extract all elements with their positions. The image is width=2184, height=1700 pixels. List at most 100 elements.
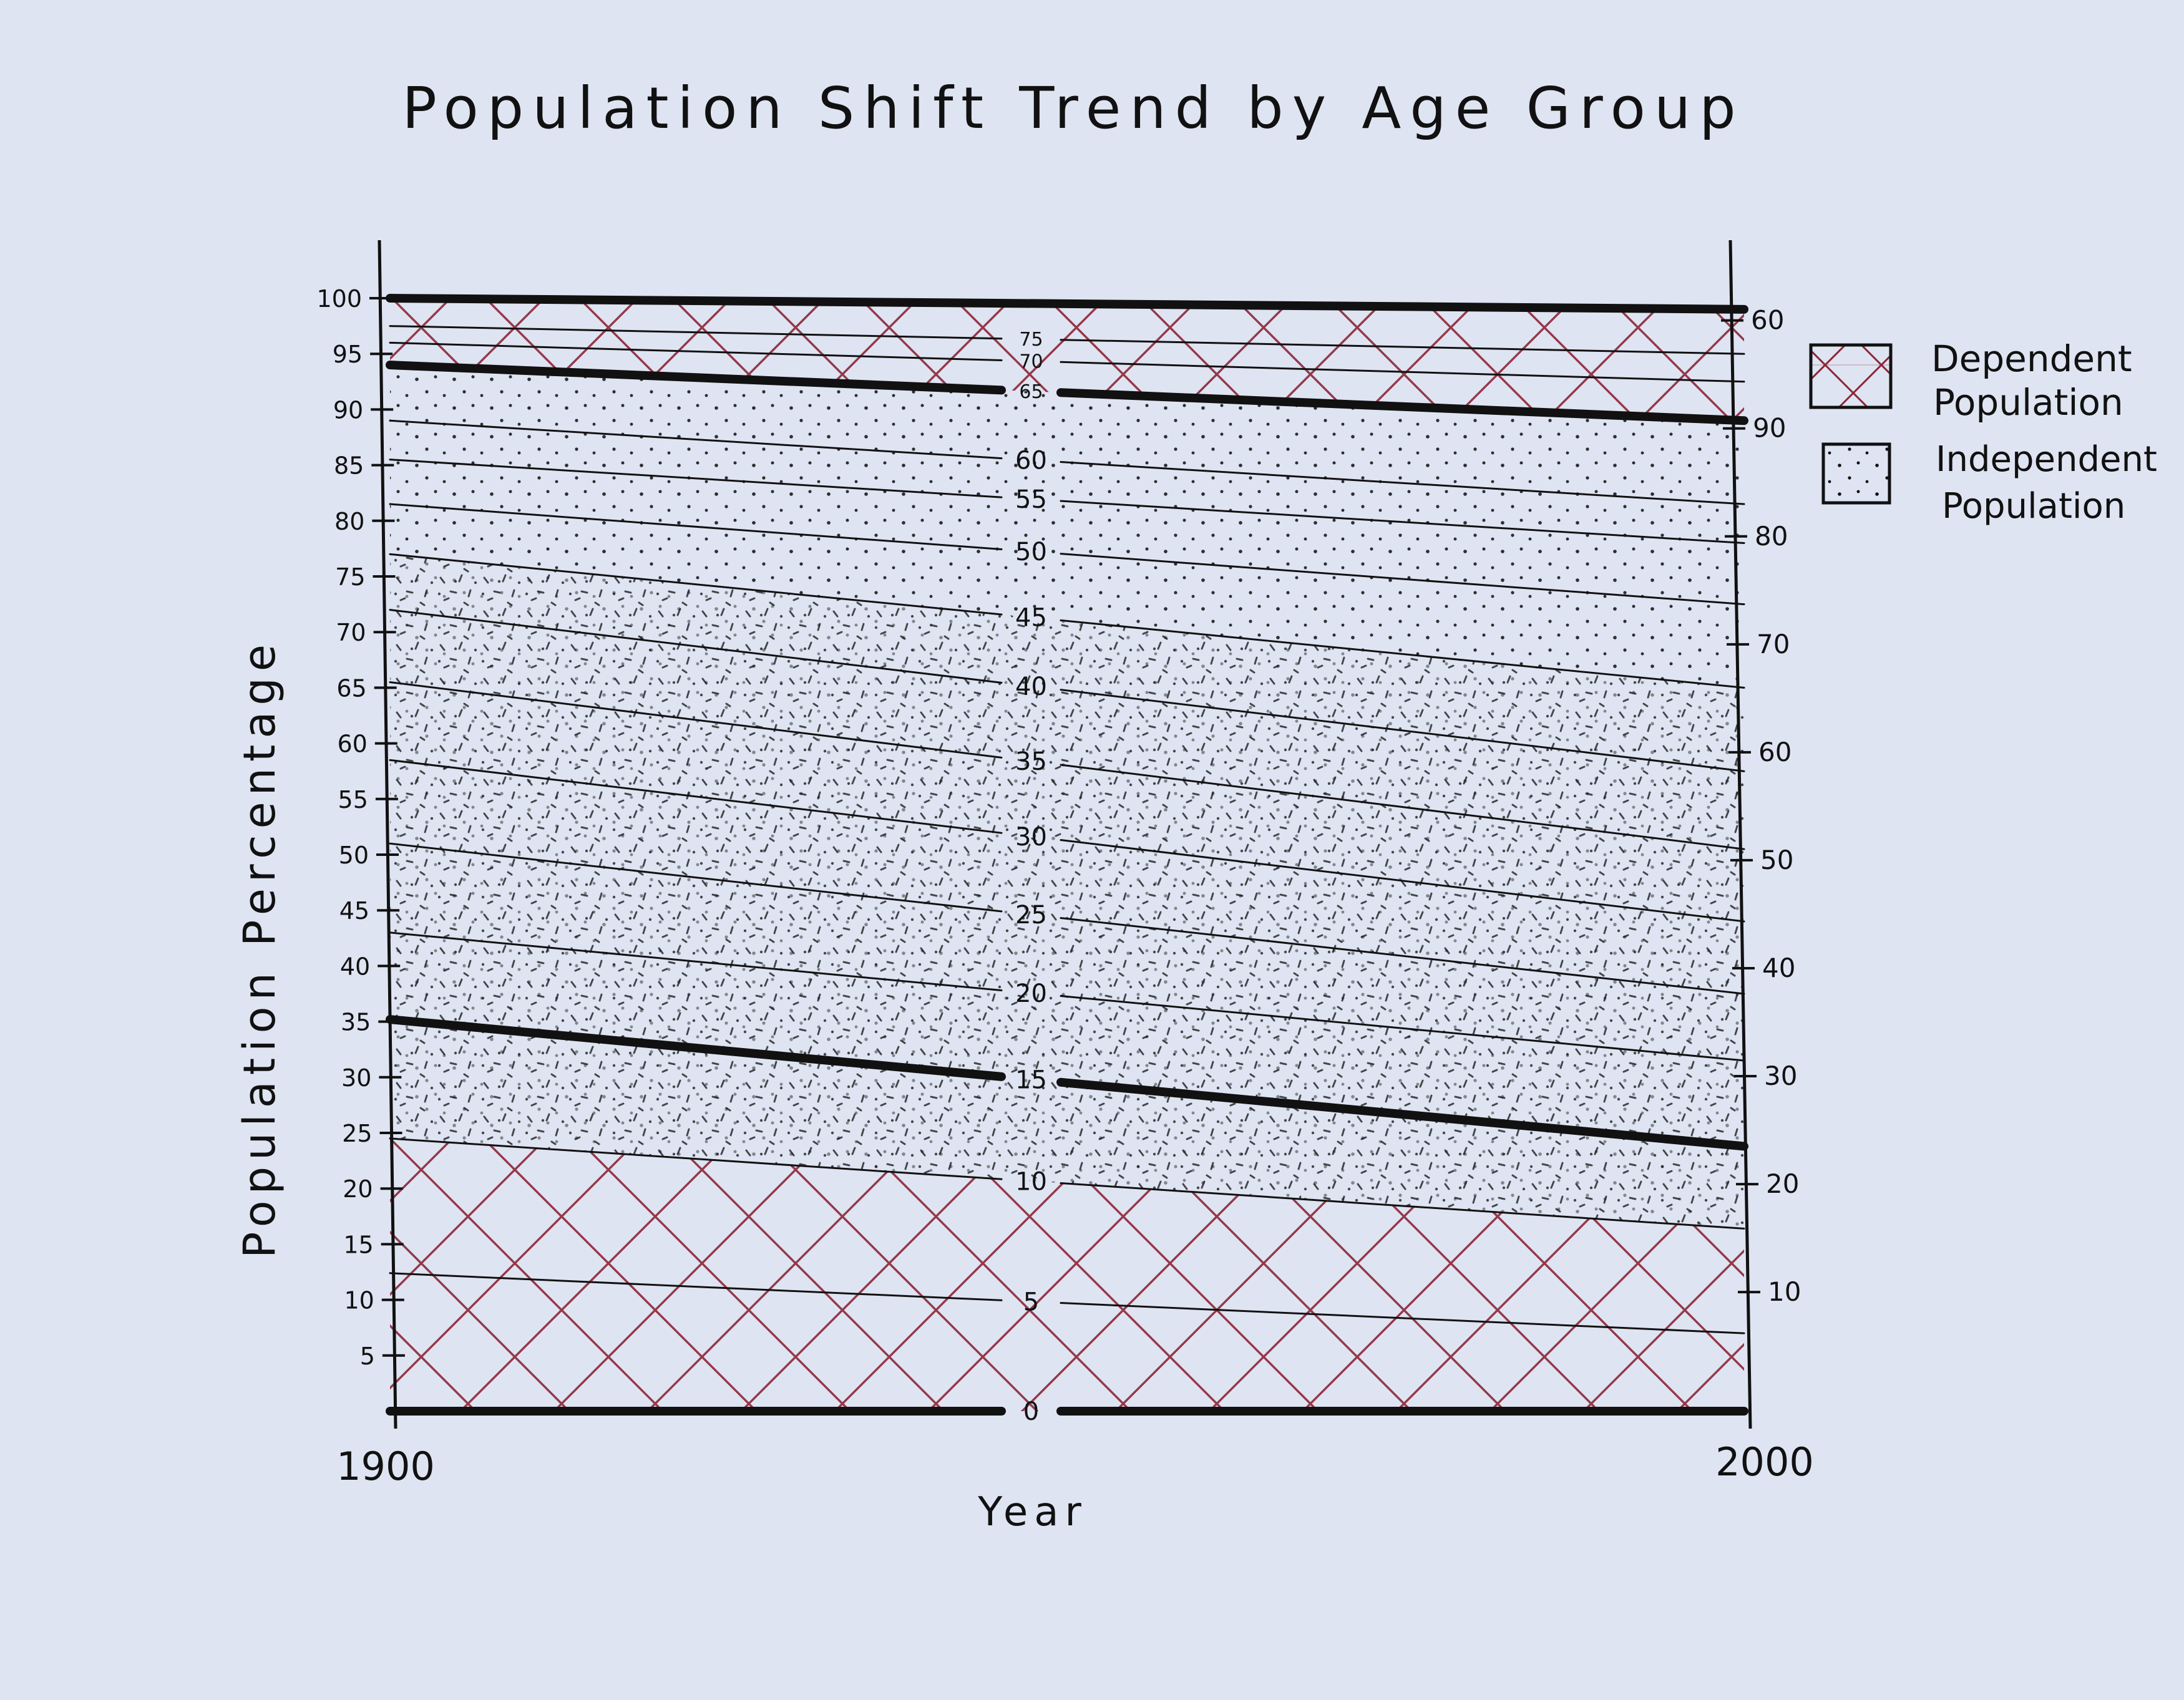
left-tick-label: 75 — [335, 563, 365, 591]
left-tick-label: 50 — [339, 842, 369, 869]
legend-swatch-crosshatch — [1809, 343, 1893, 409]
legend-label: Independent — [1936, 439, 2157, 480]
right-y-axis — [1728, 240, 1752, 1429]
legend-label: Dependent — [1931, 338, 2132, 380]
boundary-line — [389, 459, 1003, 498]
boundary-line — [389, 1137, 1003, 1180]
dependent-band — [390, 298, 1744, 354]
boundary-line — [1060, 1182, 1745, 1230]
left-tick-label: 10 — [344, 1287, 374, 1314]
independent-band-dots — [390, 610, 1744, 850]
boundary-line — [389, 759, 1003, 834]
independent-band-dots — [390, 843, 1744, 1061]
independent-band-dots — [390, 554, 1744, 772]
independent-band-dots — [390, 682, 1744, 922]
left-tick-label: 60 — [337, 731, 367, 758]
boundary-line — [1060, 916, 1745, 995]
boundary-line — [389, 931, 1003, 992]
x-axis-label: Year — [977, 1489, 1088, 1535]
age-boundary-label: 5 — [1023, 1288, 1039, 1316]
boundary-line — [389, 842, 1003, 913]
dependent-band — [390, 342, 1744, 421]
left-tick-label: 90 — [333, 396, 363, 424]
boundary-line — [386, 294, 1748, 314]
boundary-line — [1056, 388, 1748, 425]
boundary-line — [389, 553, 1003, 616]
age-boundary-label: 60 — [1015, 447, 1047, 475]
right-tick-label: 50 — [1760, 845, 1793, 875]
age-boundary-label: 10 — [1015, 1167, 1047, 1196]
legend-item-dependent: Dependent Population — [1809, 338, 2132, 424]
left-tick-label: 70 — [336, 619, 366, 646]
independent-band-dots — [390, 1019, 1744, 1229]
boundary-line — [389, 681, 1003, 759]
x-tick-label: 2000 — [1715, 1439, 1814, 1485]
age-boundary-label: 55 — [1015, 485, 1047, 514]
boundary-line — [389, 503, 1003, 551]
left-tick-label: 95 — [333, 341, 363, 368]
boundary-line — [1060, 461, 1745, 505]
age-boundary-label: 25 — [1015, 901, 1047, 930]
left-tick-label: 35 — [341, 1009, 371, 1036]
dependent-band — [390, 326, 1744, 382]
right-tick-label: 80 — [1755, 521, 1788, 551]
boundary-line — [389, 1272, 1003, 1301]
right-tick-label: 60 — [1758, 737, 1792, 767]
independent-band-dots — [390, 760, 1744, 994]
boundary-line — [1060, 339, 1745, 355]
legend: Dependent Population Independent Populat… — [1809, 338, 2157, 527]
age-boundary-label: 50 — [1015, 538, 1047, 566]
boundary-line — [1060, 619, 1745, 689]
left-tick-label: 65 — [336, 674, 366, 702]
right-tick-label: 90 — [1753, 413, 1786, 444]
left-tick-label: 15 — [343, 1231, 373, 1258]
boundary-line — [1060, 1302, 1745, 1334]
left-tick-label: 25 — [342, 1120, 372, 1147]
boundary-line — [1060, 764, 1745, 850]
left-tick-label: 100 — [316, 285, 362, 313]
boundary-line — [1060, 553, 1745, 606]
boundary-line — [1060, 500, 1745, 544]
left-tick-label: 30 — [341, 1064, 371, 1092]
age-boundary-label: 20 — [1015, 979, 1047, 1008]
boundary-line — [386, 361, 1006, 395]
age-boundary-label: 30 — [1015, 823, 1047, 852]
age-boundary-label: 0 — [1023, 1397, 1039, 1426]
boundary-line — [386, 1015, 1006, 1081]
left-y-ticks: 100 95 90 85 80 75 70 65 60 55 50 45 40 35 30 25 20 15 10 5 — [316, 285, 405, 1370]
age-boundary-label: 70 — [1019, 351, 1043, 372]
legend-label: Population — [1933, 381, 2123, 424]
age-boundary-label: 65 — [1019, 381, 1043, 403]
boundary-line — [1060, 361, 1745, 383]
left-tick-label: 80 — [334, 508, 364, 535]
age-boundary-label: 75 — [1019, 329, 1043, 351]
dependent-band — [390, 1138, 1744, 1334]
left-tick-label: 45 — [339, 897, 369, 925]
right-tick-label: 10 — [1768, 1276, 1801, 1307]
independent-band-dots — [390, 420, 1744, 543]
left-y-axis — [378, 240, 397, 1429]
boundary-line — [1060, 995, 1745, 1062]
independent-band-dots — [390, 365, 1744, 505]
right-y-ticks: 60 90 80 70 60 50 40 30 20 10 — [1721, 305, 1801, 1307]
y-axis-label: Population Percentage — [234, 638, 285, 1258]
axes — [378, 240, 1752, 1429]
chart-title: Population Shift Trend by Age Group — [402, 75, 1744, 142]
left-tick-label: 20 — [343, 1175, 373, 1203]
boundary-line — [1060, 839, 1745, 923]
age-boundary-label: 35 — [1015, 747, 1047, 776]
x-tick-label: 1900 — [336, 1444, 435, 1489]
legend-item-independent: Independent Population — [1821, 439, 2157, 527]
left-tick-label: 85 — [334, 452, 364, 480]
independent-band-dots — [390, 459, 1744, 605]
boundary-line — [389, 341, 1003, 362]
age-boundary-lines — [386, 294, 1748, 1416]
legend-swatch-dots — [1821, 442, 1891, 505]
age-boundary-label: 45 — [1015, 604, 1047, 633]
independent-band-dots — [390, 504, 1744, 688]
boundary-line — [389, 419, 1003, 460]
boundary-line — [389, 325, 1003, 340]
independent-band-dots — [390, 932, 1744, 1147]
